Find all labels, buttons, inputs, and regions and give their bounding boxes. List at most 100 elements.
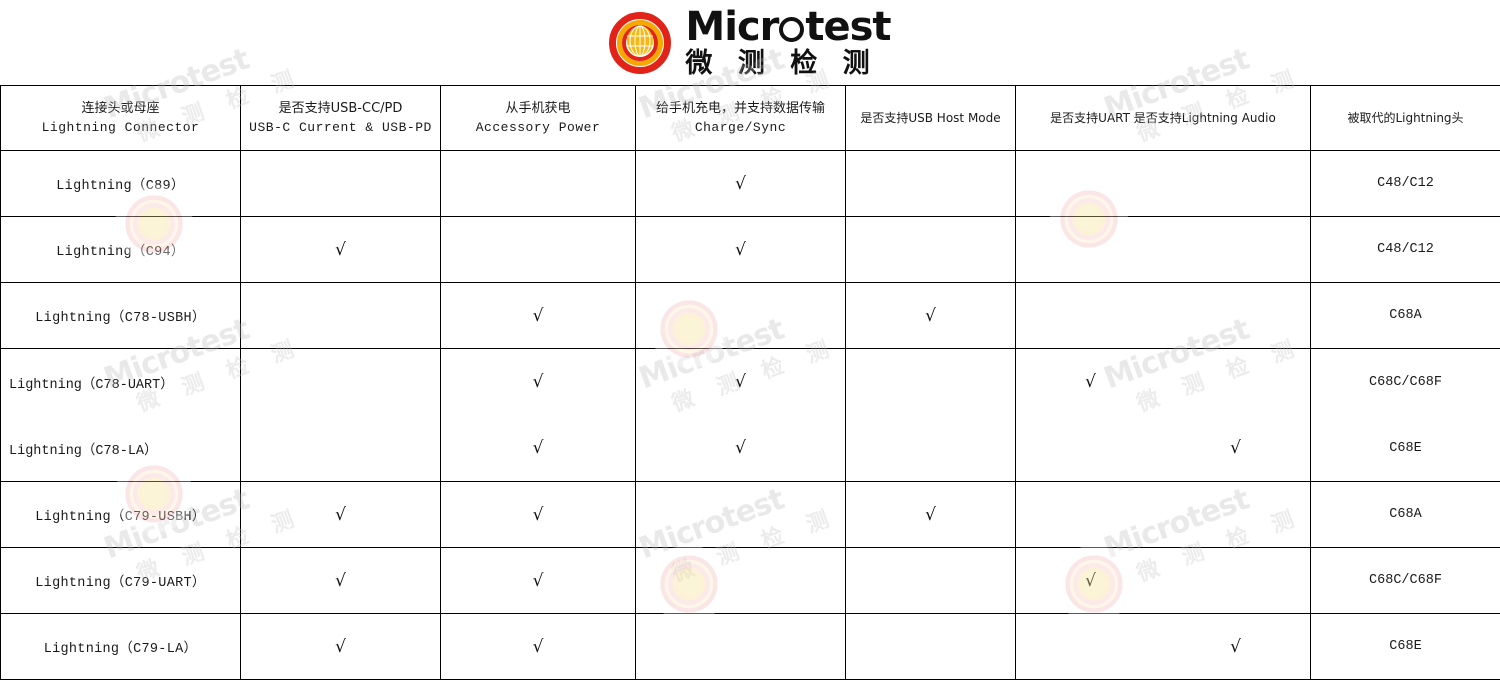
cell-uart-audio: [1016, 151, 1311, 217]
table-row: Lightning（C79-UART） √ √ √ C68C/C68F: [1, 548, 1500, 614]
header-cn: 被取代的Lightning头: [1347, 109, 1463, 127]
column-header-accessory-power: 从手机获电 Accessory Power: [441, 86, 636, 151]
cell-usb-c-pd: √: [241, 482, 441, 548]
cell-usb-host-mode: √: [846, 283, 1016, 349]
cell-connector-name: Lightning（C78-UART）: [9, 372, 174, 393]
cell-charge-sync: √: [636, 217, 846, 283]
cell-replaced-lightning-group: C68C/C68F C68E: [1311, 349, 1500, 482]
brand-logo: Micr test 微 测 检 测: [609, 7, 890, 79]
cell-uart-audio: [1016, 217, 1311, 283]
cell-charge-sync: [636, 283, 846, 349]
check-icon: √: [335, 637, 346, 657]
cell-charge-sync-group: √ √: [636, 349, 846, 482]
table-row: Lightning（C89） √ C48/C12: [1, 151, 1500, 217]
header-en: Accessory Power: [476, 118, 601, 138]
cell-replaced-lightning: C68A: [1311, 482, 1500, 548]
check-icon: √: [533, 306, 544, 326]
cell-connector-name: Lightning（C78-LA）: [9, 438, 158, 459]
cell-replaced-lightning: C68E: [1311, 614, 1500, 680]
microtest-globe-logo-icon: [609, 12, 671, 74]
cell-accessory-power: √: [441, 614, 636, 680]
brand-header: Micr test 微 测 检 测: [0, 0, 1500, 85]
cell-usb-c-pd: √: [241, 217, 441, 283]
cell-connector-name: Lightning（C78-USBH）: [1, 283, 241, 349]
cell-replaced-lightning: C48/C12: [1311, 151, 1500, 217]
brand-name-part2: test: [805, 7, 890, 47]
header-cn: 是否支持USB-CC/PD: [279, 99, 403, 119]
header-en: Lightning Connector: [42, 118, 200, 138]
check-icon: √: [533, 505, 544, 525]
check-icon: √: [735, 240, 746, 260]
check-icon: √: [925, 306, 936, 326]
table-row-group-c78: Lightning（C78-UART） Lightning（C78-LA） √ …: [1, 349, 1500, 482]
column-header-uart-and-lightning-audio: 是否支持UART 是否支持Lightning Audio: [1016, 86, 1311, 151]
brand-o-ring-icon: [779, 17, 804, 42]
cell-usb-host-mode: [846, 217, 1016, 283]
cell-charge-sync: [636, 482, 846, 548]
cell-usb-host-mode: [846, 548, 1016, 614]
cell-replaced-lightning: C48/C12: [1311, 217, 1500, 283]
header-en: Charge/Sync: [695, 118, 786, 138]
cell-charge-sync: [636, 614, 846, 680]
check-icon: √: [1085, 372, 1096, 392]
header-cn: 从手机获电: [505, 99, 570, 119]
cell-connector-name: Lightning（C79-LA）: [1, 614, 241, 680]
header-cn: 是否支持USB Host Mode: [860, 109, 1000, 127]
cell-connector-name: Lightning（C79-USBH）: [1, 482, 241, 548]
cell-uart-audio: [1016, 482, 1311, 548]
cell-connector-name: Lightning（C79-UART）: [1, 548, 241, 614]
cell-uart-audio: [1016, 283, 1311, 349]
check-icon: √: [533, 372, 544, 392]
cell-replaced-lightning: C68A: [1311, 283, 1500, 349]
check-icon: √: [335, 505, 346, 525]
cell-replaced-lightning: C68C/C68F: [1369, 375, 1442, 390]
cell-uart-audio: √: [1016, 614, 1311, 680]
cell-charge-sync: [636, 548, 846, 614]
header-cn: 是否支持UART 是否支持Lightning Audio: [1050, 109, 1276, 127]
check-icon: √: [735, 438, 746, 458]
column-header-usb-c-pd: 是否支持USB-CC/PD USB-C Current & USB-PD: [241, 86, 441, 151]
cell-usb-c-pd: [241, 151, 441, 217]
cell-usb-c-pd: [241, 283, 441, 349]
table-row: Lightning（C79-USBH） √ √ √ C68A: [1, 482, 1500, 548]
cell-charge-sync: √: [636, 151, 846, 217]
cell-connector-name: Lightning（C89）: [1, 151, 241, 217]
cell-accessory-power: [441, 151, 636, 217]
header-en: USB-C Current & USB-PD: [249, 118, 432, 138]
cell-connector-name-group: Lightning（C78-UART） Lightning（C78-LA）: [1, 349, 241, 482]
cell-usb-host-mode-group: [846, 349, 1016, 482]
brand-name-part1: Micr: [685, 7, 778, 47]
table-header-row: 连接头或母座 Lightning Connector 是否支持USB-CC/PD…: [1, 86, 1500, 151]
check-icon: √: [735, 174, 746, 194]
cell-uart-audio-group: √ √: [1016, 349, 1311, 482]
check-icon: √: [335, 240, 346, 260]
cell-usb-c-pd-group: [241, 349, 441, 482]
table-row: Lightning（C78-USBH） √ √ C68A: [1, 283, 1500, 349]
cell-usb-host-mode: [846, 614, 1016, 680]
cell-usb-c-pd: √: [241, 614, 441, 680]
check-icon: √: [1085, 571, 1096, 591]
brand-text: Micr test 微 测 检 测: [685, 7, 890, 79]
cell-accessory-power-group: √ √: [441, 349, 636, 482]
check-icon: √: [533, 637, 544, 657]
check-icon: √: [335, 571, 346, 591]
column-header-connector: 连接头或母座 Lightning Connector: [1, 86, 241, 151]
check-icon: √: [533, 438, 544, 458]
check-icon: √: [1230, 438, 1241, 458]
cell-usb-host-mode: [846, 151, 1016, 217]
cell-accessory-power: [441, 217, 636, 283]
cell-accessory-power: √: [441, 283, 636, 349]
cell-accessory-power: √: [441, 482, 636, 548]
cell-accessory-power: √: [441, 548, 636, 614]
brand-name-cn: 微 测 检 测: [685, 49, 890, 79]
cell-usb-host-mode: √: [846, 482, 1016, 548]
cell-connector-name: Lightning（C94）: [1, 217, 241, 283]
table-row: Lightning（C79-LA） √ √ √ C68E: [1, 614, 1500, 680]
cell-uart-audio: √: [1016, 548, 1311, 614]
lightning-connector-spec-table: 连接头或母座 Lightning Connector 是否支持USB-CC/PD…: [0, 85, 1500, 680]
header-cn: 连接头或母座: [81, 99, 159, 119]
column-header-charge-sync: 给手机充电，并支持数据传输 Charge/Sync: [636, 86, 846, 151]
brand-name-en: Micr test: [685, 7, 890, 47]
column-header-replaced-lightning: 被取代的Lightning头: [1311, 86, 1500, 151]
column-header-usb-host-mode: 是否支持USB Host Mode: [846, 86, 1016, 151]
